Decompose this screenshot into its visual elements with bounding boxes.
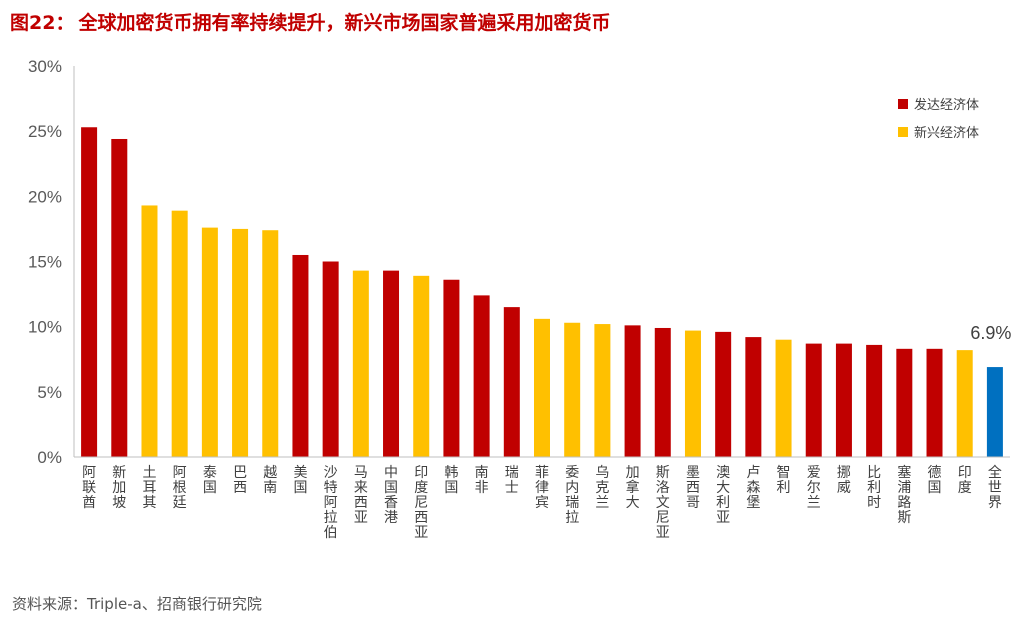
x-axis — [73, 66, 1010, 458]
bar-10 — [352, 270, 369, 457]
bar-7 — [262, 230, 279, 457]
category-label: 印度 — [958, 465, 972, 496]
category-label: 中国香港 — [384, 465, 398, 526]
bar-25 — [805, 343, 822, 457]
bar-13 — [443, 279, 460, 457]
bar-28 — [896, 348, 913, 457]
category-label: 德国 — [928, 465, 942, 496]
bars — [81, 127, 1003, 458]
bar-3 — [141, 205, 158, 457]
annotations: 6.9% — [970, 323, 1011, 343]
category-label: 塞浦路斯 — [897, 464, 911, 526]
category-label: 智利 — [777, 465, 791, 496]
bar-14 — [473, 295, 490, 457]
bar-8 — [292, 254, 309, 457]
category-label: 比利时 — [867, 465, 881, 511]
bar-17 — [564, 322, 581, 457]
category-label: 委内瑞拉 — [565, 465, 579, 526]
category-label: 挪威 — [837, 465, 851, 496]
category-label: 阿根廷 — [173, 465, 187, 511]
category-label: 印度尼西亚 — [414, 465, 428, 541]
bar-30 — [956, 350, 973, 457]
category-label: 阿联酋 — [82, 465, 96, 511]
y-tick-label: 20% — [28, 187, 62, 206]
category-label: 墨西哥 — [686, 465, 700, 511]
bar-11 — [383, 270, 400, 457]
bar-5 — [201, 227, 218, 457]
category-label: 菲律宾 — [535, 465, 549, 511]
figure-number: 图22： — [10, 12, 75, 34]
bar-16 — [534, 318, 550, 457]
category-label: 瑞士 — [505, 465, 519, 496]
figure-title: 图22： 全球加密货币拥有率持续提升，新兴市场国家普遍采用加密货币 — [10, 8, 610, 35]
bar-18 — [594, 324, 611, 457]
category-label: 澳大利亚 — [716, 465, 730, 526]
data-label-world: 6.9% — [970, 323, 1011, 343]
category-label: 韩国 — [444, 465, 458, 496]
bar-24 — [775, 339, 792, 457]
bar-21 — [684, 330, 701, 457]
category-label: 卢森堡 — [746, 465, 760, 511]
legend-label-emerging: 新兴经济体 — [914, 125, 979, 141]
category-label: 泰国 — [203, 465, 217, 496]
bar-1 — [81, 127, 98, 458]
bar-9 — [322, 261, 339, 457]
y-tick-label: 15% — [28, 253, 62, 272]
y-tick-label: 10% — [28, 318, 62, 337]
legend-label-developed: 发达经济体 — [914, 97, 979, 113]
bar-31 — [986, 367, 1003, 457]
bar-20 — [654, 327, 671, 457]
legend-swatch-emerging — [898, 127, 908, 137]
y-tick-label: 0% — [37, 448, 62, 467]
category-label: 斯洛文尼亚 — [656, 465, 670, 541]
bar-26 — [835, 343, 852, 457]
y-tick-label: 25% — [28, 122, 62, 141]
category-label: 美国 — [293, 465, 307, 496]
category-label: 全世界 — [988, 464, 1002, 511]
category-label: 沙特阿拉伯 — [324, 465, 338, 541]
y-tick-label: 30% — [28, 57, 62, 76]
bar-19 — [624, 325, 641, 457]
category-label: 越南 — [263, 465, 277, 496]
source-note: 资料来源：Triple-a、招商银行研究院 — [12, 595, 262, 613]
category-label: 乌克兰 — [595, 465, 609, 511]
bar-12 — [413, 275, 430, 457]
category-label: 土耳其 — [142, 465, 156, 511]
category-label: 新加坡 — [112, 465, 126, 511]
bar-6 — [232, 228, 249, 457]
figure-title-text: 全球加密货币拥有率持续提升，新兴市场国家普遍采用加密货币 — [78, 12, 611, 34]
category-label: 巴西 — [233, 465, 247, 496]
y-axis: 0% 5% 10% 15% 20% 25% 30% — [28, 57, 62, 467]
category-label: 爱尔兰 — [807, 465, 821, 511]
y-tick-label: 5% — [37, 383, 62, 402]
category-label: 加拿大 — [626, 465, 640, 511]
bar-29 — [926, 348, 943, 457]
bar-4 — [171, 210, 188, 457]
bar-22 — [715, 331, 732, 457]
bar-23 — [745, 337, 762, 457]
bar-2 — [111, 138, 128, 457]
category-label: 南非 — [475, 465, 489, 496]
bar-27 — [866, 344, 883, 457]
category-label: 马来西亚 — [354, 465, 368, 526]
bar-15 — [503, 307, 520, 457]
legend-swatch-developed — [898, 99, 908, 109]
